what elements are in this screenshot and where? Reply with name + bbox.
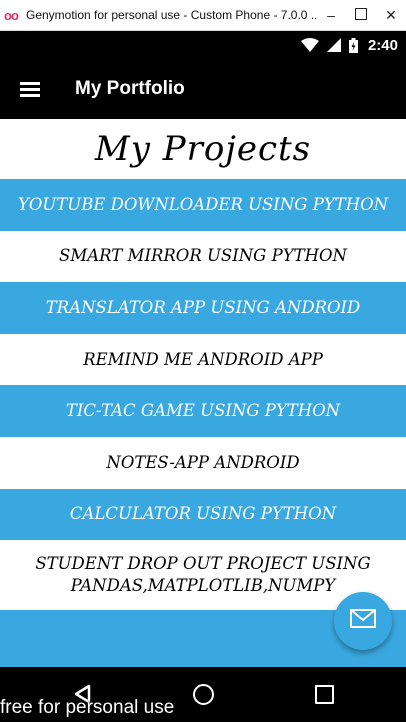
project-item[interactable]: REMIND ME ANDROID APP	[83, 349, 323, 369]
genymotion-logo-icon: oo	[4, 7, 19, 23]
close-button[interactable]: ✕	[385, 6, 397, 23]
maximize-button[interactable]	[346, 7, 376, 23]
status-time: 2:40	[367, 36, 398, 54]
project-item[interactable]: TIC-TAC GAME USING PYTHON	[0, 385, 406, 437]
project-item[interactable]: NOTES-APP ANDROID	[106, 452, 300, 472]
recents-icon[interactable]	[315, 685, 334, 704]
signal-icon	[326, 38, 341, 52]
wifi-icon	[300, 38, 319, 52]
maximize-icon	[355, 8, 367, 20]
project-item[interactable]: CALCULATOR USING PYTHON	[0, 488, 406, 541]
minimize-button[interactable]: –	[327, 7, 335, 23]
hamburger-menu-icon[interactable]	[0, 59, 60, 119]
app-title: My Portfolio	[75, 78, 185, 99]
status-bar: 2:40	[0, 31, 406, 59]
home-icon[interactable]	[193, 684, 214, 705]
project-item[interactable]: SMART MIRROR USING PYTHON	[59, 246, 347, 266]
project-item[interactable]: TRANSLATOR APP USING ANDROID	[0, 282, 406, 334]
project-item[interactable]: STUDENT DROP OUT PROJECT USING PANDAS,MA…	[35, 554, 371, 596]
navigation-bar	[0, 667, 406, 722]
window-title: Genymotion for personal use - Custom Pho…	[26, 8, 316, 22]
app-bar: My Portfolio	[0, 59, 406, 119]
project-list-container: My Projects YOUTUBE DOWNLOADER USING PYT…	[0, 119, 406, 667]
back-icon[interactable]	[73, 684, 91, 709]
emulator-window-titlebar: oo Genymotion for personal use - Custom …	[0, 0, 406, 31]
project-item[interactable]: YOUTUBE DOWNLOADER USING PYTHON	[0, 179, 406, 231]
email-fab-button[interactable]	[334, 592, 392, 650]
watermark-text: free for personal use	[0, 697, 175, 718]
battery-icon	[348, 37, 358, 53]
page-heading: My Projects	[94, 129, 312, 169]
email-icon	[350, 609, 376, 633]
